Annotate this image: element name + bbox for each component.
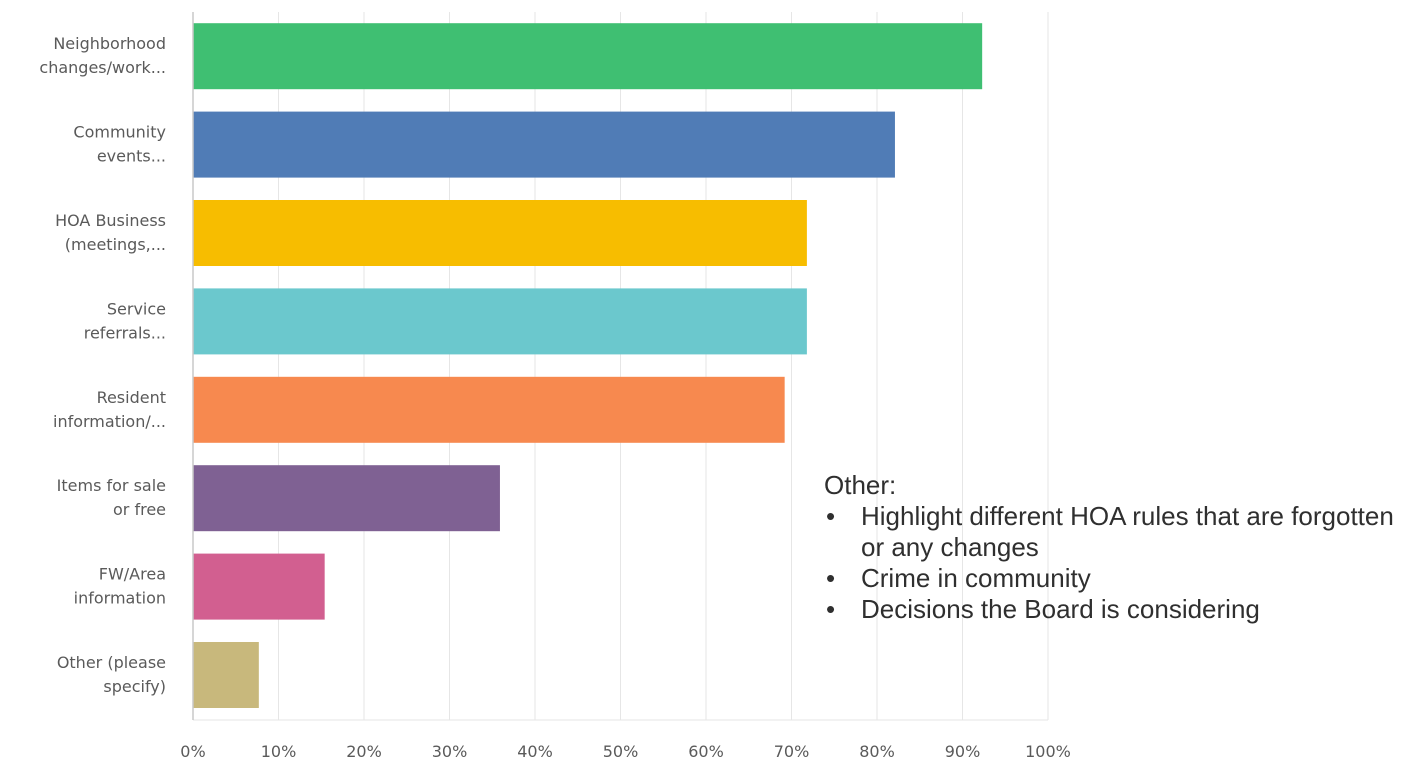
other-responses-note: Other: Highlight different HOA rules tha… — [824, 470, 1404, 625]
category-label-line: HOA Business — [55, 211, 166, 230]
category-label-line: referrals... — [84, 323, 166, 342]
category-label-line: (meetings,... — [65, 235, 166, 254]
category-label: FW/Area information — [74, 565, 166, 608]
category-label: Other (please specify) — [57, 653, 166, 696]
category-label-line: information — [74, 589, 166, 608]
category-label-line: Community — [73, 123, 166, 142]
category-label-line: information/... — [53, 412, 166, 431]
bar — [193, 553, 325, 620]
bar — [193, 642, 259, 708]
note-item: Crime in community — [824, 563, 1404, 594]
x-tick-label: 80% — [859, 742, 895, 761]
note-item: Highlight different HOA rules that are f… — [824, 501, 1404, 563]
category-labels: Neighborhood changes/work... Community even… — [39, 34, 166, 696]
x-tick-label: 100% — [1025, 742, 1071, 761]
x-tick-label: 0% — [180, 742, 205, 761]
x-tick-label: 70% — [774, 742, 810, 761]
category-label-line: Service — [107, 299, 166, 318]
x-tick-label: 90% — [945, 742, 981, 761]
x-tick-labels: 0% 10% 20% 30% 40% 50% 60% 70% 80% 90% 100% — [180, 742, 1071, 761]
category-label: Resident information/... — [53, 388, 166, 431]
category-label: Items for sale or free — [57, 476, 166, 519]
category-label: Service referrals... — [84, 299, 166, 342]
bars — [193, 23, 983, 708]
category-label-line: FW/Area — [99, 565, 166, 584]
bar — [193, 111, 895, 178]
note-title: Other: — [824, 470, 897, 500]
x-tick-label: 10% — [261, 742, 297, 761]
x-tick-label: 20% — [346, 742, 382, 761]
x-tick-label: 40% — [517, 742, 553, 761]
category-label-line: Items for sale — [57, 476, 166, 495]
bar — [193, 288, 807, 355]
bar — [193, 465, 500, 532]
category-label: Neighborhood changes/work... — [39, 34, 166, 77]
category-label-line: specify) — [103, 677, 166, 696]
category-label-line: Resident — [97, 388, 166, 407]
bar — [193, 23, 983, 90]
category-label-line: events... — [97, 147, 166, 166]
x-tick-label: 50% — [603, 742, 639, 761]
bar — [193, 376, 785, 443]
x-tick-label: 60% — [688, 742, 724, 761]
category-label: HOA Business (meetings,... — [55, 211, 166, 254]
x-tick-label: 30% — [432, 742, 468, 761]
category-label-line: changes/work... — [39, 58, 166, 77]
category-label-line: Neighborhood — [53, 34, 166, 53]
category-label-line: Other (please — [57, 653, 166, 672]
category-label-line: or free — [113, 500, 166, 519]
category-label: Community events... — [73, 123, 166, 166]
note-item: Decisions the Board is considering — [824, 594, 1404, 625]
bar — [193, 200, 807, 266]
note-list: Highlight different HOA rules that are f… — [824, 501, 1404, 625]
